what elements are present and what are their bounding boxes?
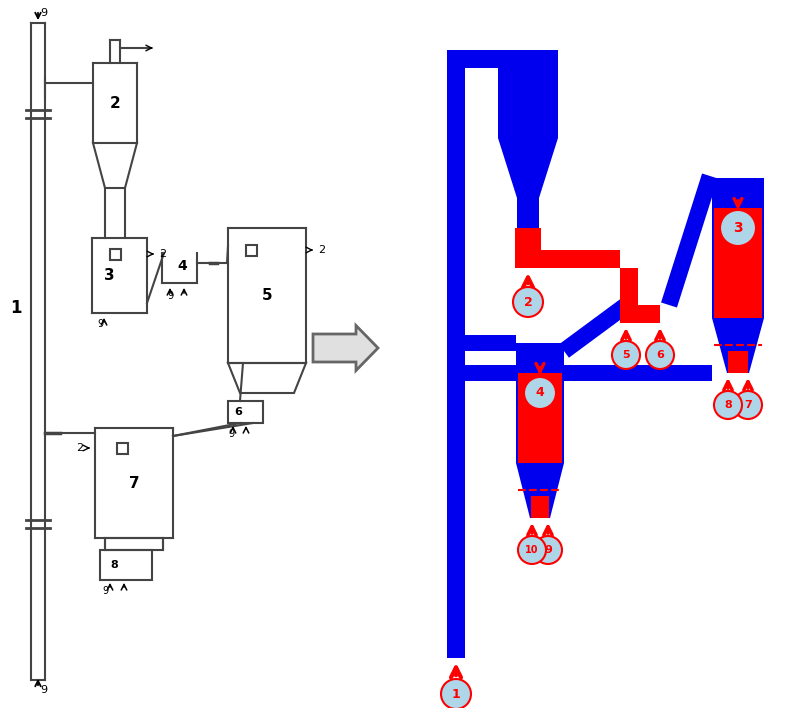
Polygon shape <box>516 463 564 518</box>
Text: 6: 6 <box>234 407 242 417</box>
Polygon shape <box>498 138 558 198</box>
Bar <box>465 335 516 351</box>
Bar <box>465 365 712 381</box>
Bar <box>517 198 539 268</box>
Bar <box>518 373 562 463</box>
Circle shape <box>720 210 756 246</box>
Text: 2: 2 <box>76 443 83 453</box>
Text: 4: 4 <box>177 259 187 273</box>
Bar <box>498 50 558 138</box>
Bar <box>100 550 152 580</box>
Text: 1: 1 <box>451 687 460 700</box>
Text: 8: 8 <box>110 560 118 570</box>
Text: 10: 10 <box>525 545 539 555</box>
Bar <box>465 50 498 68</box>
Text: 5: 5 <box>261 288 272 303</box>
Circle shape <box>612 341 640 369</box>
Text: 9: 9 <box>228 429 234 439</box>
Text: 4: 4 <box>535 387 544 399</box>
Text: 9: 9 <box>40 685 47 695</box>
Text: 6: 6 <box>656 350 664 360</box>
Polygon shape <box>712 318 764 373</box>
Bar <box>714 208 762 318</box>
Text: 9: 9 <box>167 291 173 301</box>
Text: 9: 9 <box>544 545 552 555</box>
Bar <box>447 50 465 658</box>
Circle shape <box>734 391 762 419</box>
Text: 5: 5 <box>623 350 630 360</box>
Bar <box>541 250 620 268</box>
Circle shape <box>524 377 556 409</box>
FancyArrow shape <box>313 326 378 370</box>
Circle shape <box>714 391 742 419</box>
Circle shape <box>646 341 674 369</box>
Circle shape <box>441 679 471 708</box>
Text: 7: 7 <box>744 400 752 410</box>
Bar <box>712 178 764 318</box>
Text: 7: 7 <box>129 476 139 491</box>
Bar <box>620 268 638 323</box>
Bar <box>117 443 128 454</box>
Circle shape <box>534 536 562 564</box>
Text: 8: 8 <box>724 400 732 410</box>
Text: 9: 9 <box>40 8 47 18</box>
Bar <box>516 343 564 463</box>
Bar <box>110 249 121 260</box>
Bar <box>447 508 465 658</box>
Bar <box>531 496 549 518</box>
Circle shape <box>513 287 543 317</box>
Text: 9: 9 <box>102 586 108 596</box>
Bar <box>620 305 660 323</box>
Text: 1: 1 <box>10 299 22 317</box>
Text: 3: 3 <box>104 268 115 283</box>
Text: 9: 9 <box>97 319 103 329</box>
Text: 2: 2 <box>524 295 532 309</box>
Text: 2: 2 <box>110 96 120 110</box>
Bar <box>728 351 748 373</box>
Bar <box>228 401 263 423</box>
Text: 3: 3 <box>733 221 743 235</box>
Bar <box>246 245 257 256</box>
Bar <box>515 228 541 268</box>
Circle shape <box>518 536 546 564</box>
Text: 2: 2 <box>159 249 166 259</box>
Text: 2: 2 <box>318 245 325 255</box>
